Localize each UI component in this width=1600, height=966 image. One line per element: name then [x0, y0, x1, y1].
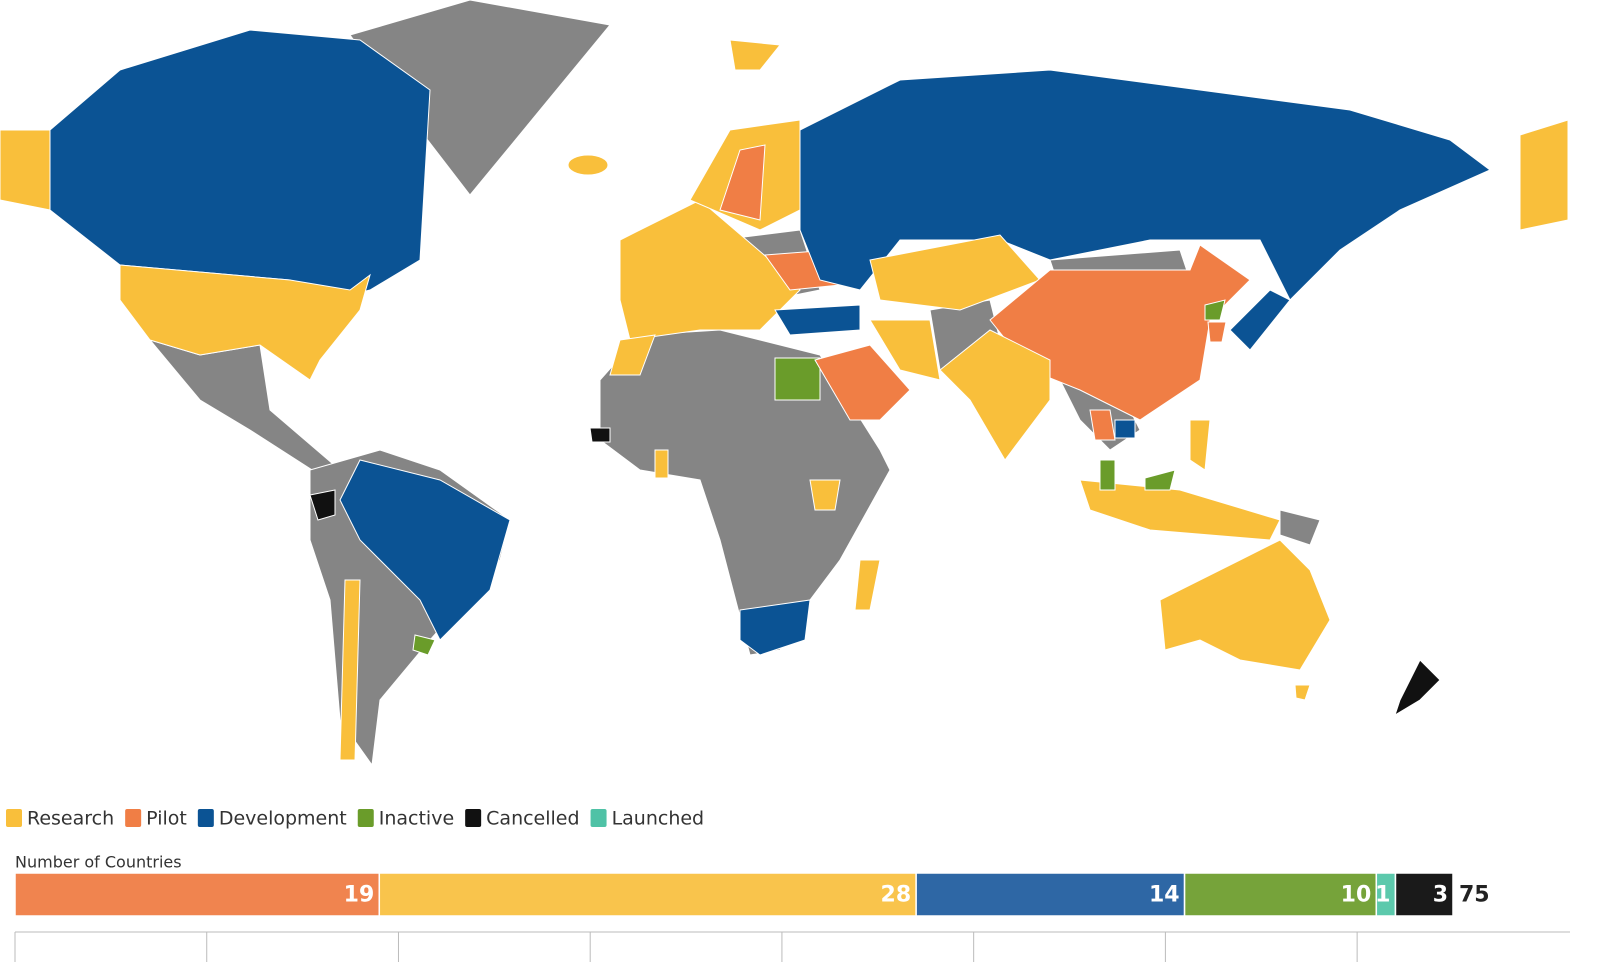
legend-label: Development	[219, 808, 347, 830]
country	[339, 579, 361, 761]
country	[0, 129, 51, 211]
bar-segment	[14, 872, 381, 917]
legend-swatch	[590, 809, 607, 827]
country	[1099, 459, 1116, 491]
country	[339, 459, 511, 641]
bar-value-label: 14	[1149, 883, 1180, 908]
country	[869, 234, 1041, 311]
country	[809, 479, 841, 511]
country	[739, 599, 811, 656]
legend-swatch	[125, 809, 142, 827]
country	[1089, 409, 1116, 441]
country	[774, 357, 821, 401]
bar-segment	[378, 872, 917, 917]
country	[654, 449, 669, 479]
bar-value-label: 19	[344, 883, 375, 908]
country	[119, 264, 371, 381]
country	[869, 319, 941, 381]
country	[854, 559, 881, 611]
country	[719, 144, 766, 221]
country	[609, 334, 656, 376]
legend-swatch	[6, 809, 22, 827]
country	[589, 427, 611, 443]
bar-segment	[1394, 872, 1454, 917]
bar-value-label: 10	[1341, 883, 1372, 908]
country	[774, 304, 861, 336]
legend-label: Research	[27, 808, 114, 830]
world-map	[0, 0, 1569, 767]
country	[567, 154, 609, 176]
bar-total: 75	[1459, 883, 1490, 908]
country	[1204, 299, 1226, 321]
bar-segment	[915, 872, 1186, 917]
country	[799, 69, 1491, 301]
bar-value-label: 28	[881, 883, 912, 908]
legend-label: Launched	[612, 808, 705, 830]
legend-label: Cancelled	[486, 808, 579, 830]
bar-value-label: 3	[1433, 883, 1448, 908]
legend-swatch	[197, 809, 214, 827]
country	[1207, 321, 1227, 343]
country	[939, 329, 1051, 461]
country	[1189, 419, 1211, 471]
country	[1294, 684, 1311, 701]
country	[1144, 469, 1176, 491]
country	[309, 489, 336, 521]
country	[619, 199, 801, 341]
country	[1229, 289, 1291, 351]
bar-title: Number of Countries	[15, 853, 182, 872]
country	[1114, 419, 1136, 439]
country	[1279, 509, 1321, 546]
bar-value-label: 1	[1375, 883, 1390, 908]
legend-swatch	[465, 809, 482, 827]
country	[729, 39, 781, 71]
country	[412, 634, 436, 656]
country	[1394, 659, 1441, 717]
country	[1159, 539, 1331, 671]
bar-segment	[1183, 872, 1378, 917]
legend-label: Inactive	[379, 808, 454, 830]
legend-swatch	[357, 809, 374, 827]
legend-label: Pilot	[146, 808, 187, 830]
country	[1519, 119, 1569, 231]
country	[1079, 479, 1281, 541]
country	[49, 29, 431, 301]
country	[814, 344, 911, 421]
